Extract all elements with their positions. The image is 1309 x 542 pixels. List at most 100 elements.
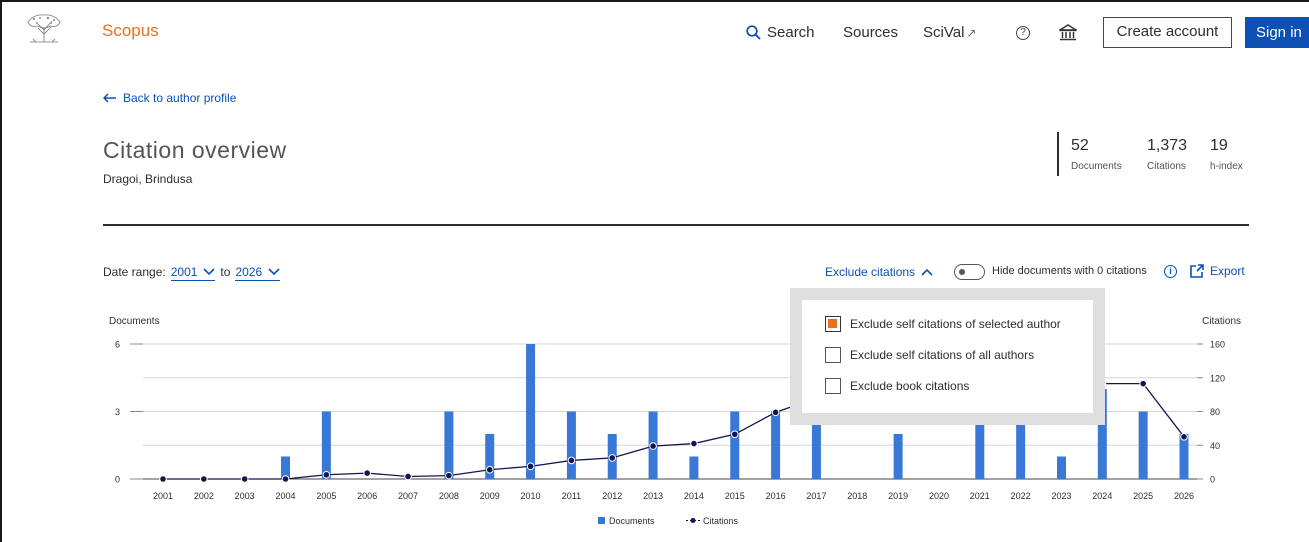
page-title: Citation overview [103,137,287,163]
metric-h-index: 19 h-index [1210,137,1243,172]
option-exclude-self-all[interactable]: Exclude self citations of all authors [825,347,1093,363]
date-to-word: to [220,265,231,279]
y-left-axis-label: Documents [109,316,160,327]
info-icon[interactable]: i [1164,265,1177,278]
metric-documents-value: 52 [1071,137,1089,154]
citations-point [281,475,290,483]
back-to-author-profile-link[interactable]: Back to author profile [103,91,236,105]
citations-point [526,462,535,471]
option-exclude-book[interactable]: Exclude book citations [825,378,1093,394]
checkbox-exclude-book[interactable] [825,378,841,394]
x-tick-label: 2021 [970,491,990,501]
option-exclude-self-selected[interactable]: Exclude self citations of selected autho… [825,316,1093,332]
legend-documents-label: Documents [609,516,655,526]
switch-knob [959,269,965,275]
date-to-select[interactable]: 2026 [235,265,281,281]
documents-bar [281,456,291,479]
metric-citations-label: Citations [1147,161,1186,172]
exclude-citations-label: Exclude citations [825,265,916,279]
x-tick-label: 2024 [1092,491,1112,501]
export-label: Export [1210,264,1245,278]
back-link-label: Back to author profile [123,91,237,105]
y-right-tick-label: 0 [1210,475,1215,485]
metric-documents-label: Documents [1071,161,1122,172]
date-range-label: Date range: [103,265,166,279]
option-label: Exclude book citations [850,379,970,393]
date-to-value: 2026 [235,265,263,279]
x-tick-label: 2010 [521,491,541,501]
documents-bar [1097,389,1107,479]
legend-documents-swatch [598,517,605,524]
nav-scival[interactable]: SciVal ↗ [923,24,976,41]
citations-point [608,454,617,462]
nav-search-label: Search [767,24,815,41]
checkbox-exclude-self-selected[interactable] [825,316,841,332]
x-tick-label: 2007 [398,491,418,501]
documents-bar [1179,434,1189,479]
create-account-button[interactable]: Create account [1103,17,1232,48]
external-link-icon: ↗ [966,26,977,40]
exclude-citations-toggle[interactable]: Exclude citations [825,265,933,279]
x-tick-label: 2001 [153,491,173,501]
metric-citations-value: 1,373 [1147,137,1188,154]
institution-icon[interactable] [1059,24,1077,41]
citations-point [200,475,208,483]
x-tick-label: 2018 [847,491,867,501]
search-icon [746,25,761,40]
date-from-select[interactable]: 2001 [170,265,216,281]
documents-bar [526,344,536,479]
chevron-up-icon [921,268,933,276]
citations-point [485,465,494,474]
author-name: Dragoi, Brindusa [103,172,193,186]
x-tick-label: 2002 [194,491,214,501]
citations-point [771,408,780,417]
citations-point [445,471,453,480]
metric-documents: 52 Documents [1071,137,1122,172]
metrics-divider [1057,132,1059,176]
hide-zero-citations-switch[interactable] [954,264,985,280]
documents-bar [1056,456,1066,479]
documents-bar [566,411,576,479]
documents-bar [975,411,985,479]
metric-h-index-label: h-index [1210,161,1243,172]
x-tick-label: 2023 [1051,491,1071,501]
documents-bar [811,411,821,479]
help-icon[interactable]: ? [1016,26,1030,40]
nav-scival-label: SciVal [923,24,965,41]
metric-citations: 1,373 Citations [1147,137,1187,172]
documents-bar [689,456,699,479]
citations-point [363,469,372,477]
x-tick-label: 2008 [439,491,459,501]
sign-in-button[interactable]: Sign in [1245,17,1309,48]
scopus-brand[interactable]: Scopus [102,21,159,40]
x-tick-label: 2003 [235,491,255,501]
metric-h-index-value: 19 [1210,137,1228,154]
citations-point [404,472,412,481]
chevron-down-icon [268,268,280,276]
export-icon [1190,264,1204,278]
x-tick-label: 2012 [602,491,622,501]
nav-sources[interactable]: Sources [843,24,899,41]
documents-bar [444,411,454,479]
option-label: Exclude self citations of selected autho… [850,317,1061,331]
x-tick-label: 2013 [643,491,663,501]
y-right-tick-label: 160 [1210,340,1225,350]
x-tick-label: 2014 [684,491,704,501]
citations-point [159,475,167,483]
legend-citations-marker [690,518,696,523]
x-tick-label: 2005 [316,491,336,501]
citations-point [690,439,698,448]
legend-citations-label: Citations [703,516,739,526]
documents-bar [485,434,495,479]
citations-point [730,430,739,439]
y-left-tick-label: 6 [115,340,120,350]
y-right-axis-label: Citations [1202,316,1241,327]
citations-point [1139,379,1147,388]
nav-search[interactable]: Search [746,24,815,41]
checkbox-exclude-self-all[interactable] [825,347,841,363]
x-tick-label: 2026 [1174,491,1194,501]
export-button[interactable]: Export [1190,264,1245,278]
elsevier-tree-logo[interactable] [24,12,64,44]
date-range: Date range: 2001 to 2026 [103,265,281,281]
